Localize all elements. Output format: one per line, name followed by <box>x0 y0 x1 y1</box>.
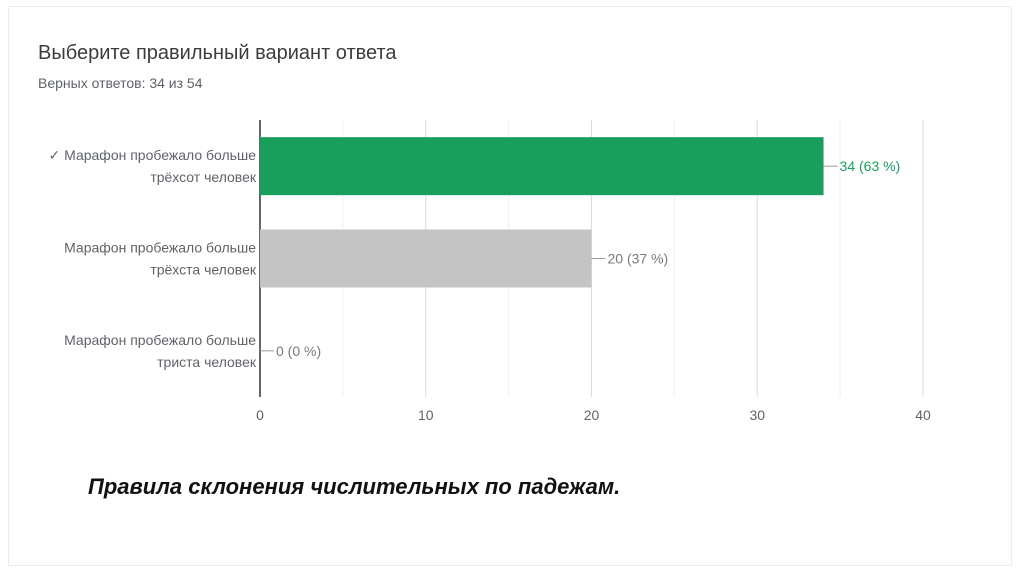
x-tick-label: 0 <box>256 407 264 423</box>
category-label: триста человек <box>157 354 257 370</box>
slide-caption: Правила склонения числительных по падежа… <box>88 474 621 499</box>
bar-value-label: 0 (0 %) <box>276 343 321 359</box>
x-tick-label: 20 <box>584 407 600 423</box>
category-label: трёхсот человек <box>150 169 257 185</box>
chart-subtitle: Верных ответов: 34 из 54 <box>38 75 203 91</box>
x-tick-label: 40 <box>915 407 931 423</box>
x-tick-label: 10 <box>418 407 434 423</box>
chart-title: Выберите правильный вариант ответа <box>38 42 397 64</box>
bar <box>260 137 824 196</box>
bar-value-label: 34 (63 %) <box>840 158 901 174</box>
category-label: трёхста человек <box>150 262 257 278</box>
category-label: Марафон пробежало больше <box>64 332 256 348</box>
category-label: ✓ Марафон пробежало больше <box>49 147 257 163</box>
x-tick-label: 30 <box>749 407 765 423</box>
category-label: Марафон пробежало больше <box>64 240 256 256</box>
slide-frame <box>8 6 1012 566</box>
bar <box>260 229 592 288</box>
bar-value-label: 20 (37 %) <box>608 251 669 267</box>
